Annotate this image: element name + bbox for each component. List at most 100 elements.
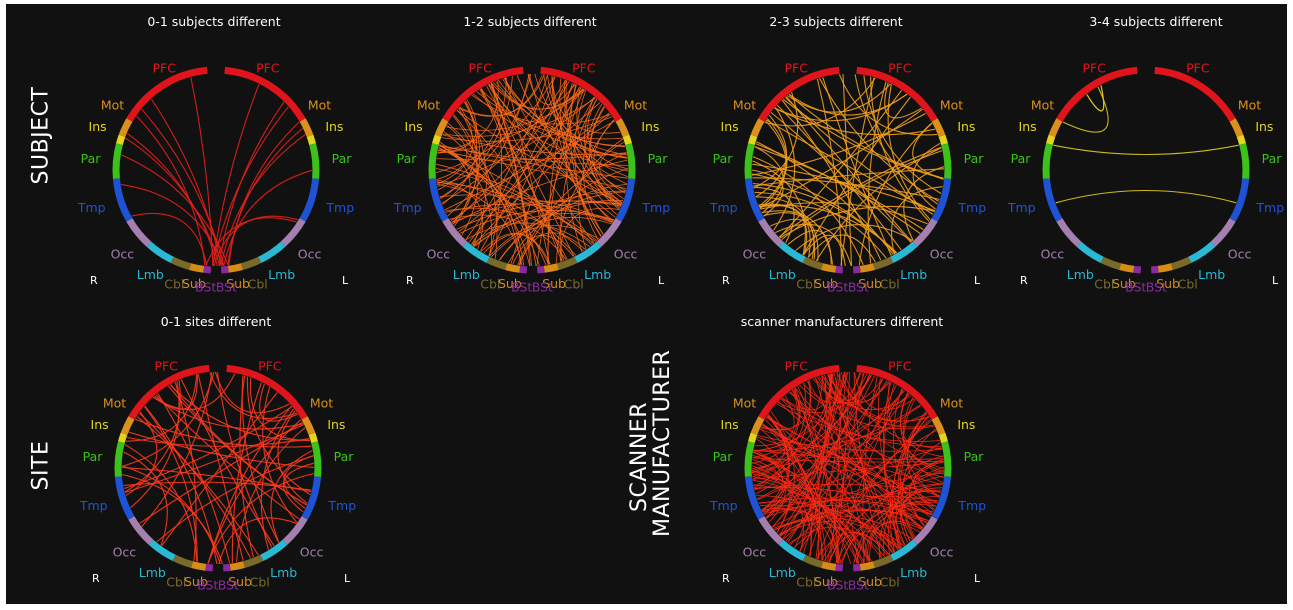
chord-edge xyxy=(125,137,221,267)
region-arc-lmb-l xyxy=(574,241,602,264)
region-arc-bst-r xyxy=(519,265,528,274)
region-label-par-l: Par xyxy=(964,151,985,166)
region-label-bst-l: BSt xyxy=(848,578,869,593)
chord-edge xyxy=(785,96,934,215)
row-label-scanner-manufacturer: SCANNER MANUFACTURER xyxy=(627,350,684,537)
chord-edge xyxy=(498,184,627,261)
chord-edge xyxy=(753,186,795,244)
region-label-pfc-r: PFC xyxy=(468,60,492,75)
region-label-tmp-r: Tmp xyxy=(1007,200,1036,215)
region-arc-tmp-r xyxy=(744,178,765,222)
chord-edge xyxy=(435,76,555,174)
region-arc-lmb-r xyxy=(778,241,806,264)
chord-edge xyxy=(841,530,902,564)
chord-edge xyxy=(488,83,575,256)
chord-edge xyxy=(762,373,833,512)
chord-edge xyxy=(216,371,273,548)
region-label-lmb-r: Lmb xyxy=(769,565,796,580)
chord-edge xyxy=(491,225,600,258)
region-arc-bst-l xyxy=(222,563,231,572)
region-label-bst-l: BSt xyxy=(1146,280,1167,295)
region-arc-par-r xyxy=(112,143,123,180)
region-arc-bst-r xyxy=(835,563,844,572)
region-arc-par-l xyxy=(941,143,952,180)
region-arc-occ-l xyxy=(912,516,938,545)
chord-edge xyxy=(449,214,567,260)
region-label-sub-r: Sub xyxy=(814,574,838,589)
chord-edge xyxy=(770,112,912,243)
region-arc-tmp-l xyxy=(301,476,322,520)
region-label-par-r: Par xyxy=(1011,151,1032,166)
region-arc-mot-l xyxy=(301,416,316,436)
region-label-par-l: Par xyxy=(334,449,355,464)
region-label-cbl-l: Cbl xyxy=(880,277,900,292)
chord-edge xyxy=(753,451,781,495)
region-arc-lmb-l xyxy=(890,539,918,562)
region-arc-cbl-l xyxy=(242,554,264,568)
region-arc-sub-r xyxy=(191,561,207,571)
region-arc-ins-r xyxy=(748,134,758,146)
region-label-cbl-r: Cbl xyxy=(796,277,816,292)
region-arc-sub-l xyxy=(859,561,875,571)
chord-edge xyxy=(218,517,297,565)
chord-edge xyxy=(819,78,939,202)
chord-edge xyxy=(491,82,532,267)
chord-edge xyxy=(227,127,303,266)
chord-edge xyxy=(259,383,298,422)
region-arc-sub-l xyxy=(543,263,559,273)
region-arc-occ-r xyxy=(442,218,468,247)
chord-edge xyxy=(223,169,313,266)
chord-edge xyxy=(436,106,474,185)
chord-edge xyxy=(121,184,224,266)
region-arc-lmb-l xyxy=(890,241,918,264)
region-label-sub-l: Sub xyxy=(226,276,250,291)
chord-edge xyxy=(887,84,931,220)
chord-edge xyxy=(782,372,841,539)
chord-edge xyxy=(122,474,224,565)
chord-edge xyxy=(437,80,499,152)
chord-edge xyxy=(141,372,213,527)
chord-edge xyxy=(551,76,618,215)
region-arc-tmp-l xyxy=(615,178,636,222)
chord-edge xyxy=(136,115,206,266)
region-arc-tmp-r xyxy=(1042,178,1063,222)
region-label-lmb-l: Lmb xyxy=(584,267,611,282)
region-arc-mot-r xyxy=(750,416,765,436)
region-label-tmp-r: Tmp xyxy=(709,498,738,513)
chord-edge xyxy=(802,372,862,404)
chord-edge xyxy=(887,381,945,473)
chord-edge xyxy=(760,380,811,430)
chord-edge xyxy=(465,75,548,240)
region-label-mot-l: Mot xyxy=(624,97,647,112)
chord-edge xyxy=(799,384,935,430)
region-arc-lmb-l xyxy=(260,539,288,562)
chord-edge xyxy=(895,442,941,548)
region-label-bst-r: BSt xyxy=(827,280,848,295)
region-label-mot-r: Mot xyxy=(733,97,756,112)
chord-edge xyxy=(829,372,841,563)
panel-title-p6: scanner manufacturers different xyxy=(740,314,944,329)
chord-edge xyxy=(124,380,181,493)
chord-edge xyxy=(437,99,477,153)
region-label-tmp-l: Tmp xyxy=(641,200,670,215)
region-arc-par-l xyxy=(625,143,636,180)
chord-edge xyxy=(576,87,626,194)
region-label-sub-r: Sub xyxy=(498,276,522,291)
chord-edge xyxy=(752,375,823,459)
region-label-lmb-r: Lmb xyxy=(139,565,166,580)
chord-edge xyxy=(471,94,611,125)
region-arc-mot-r xyxy=(1048,118,1063,138)
chord-edge xyxy=(764,77,876,127)
chord-edge xyxy=(907,411,935,510)
hemisphere-label-right: R xyxy=(406,274,414,287)
hemisphere-label-left: L xyxy=(344,572,351,585)
chord-edge xyxy=(447,122,525,266)
chord-edge xyxy=(753,452,783,511)
chord-edge xyxy=(527,74,576,105)
region-label-ins-l: Ins xyxy=(957,119,975,134)
chord-edge xyxy=(858,122,933,266)
chord-edge xyxy=(207,405,292,564)
region-label-tmp-l: Tmp xyxy=(327,498,356,513)
hemisphere-label-right: R xyxy=(1020,274,1028,287)
